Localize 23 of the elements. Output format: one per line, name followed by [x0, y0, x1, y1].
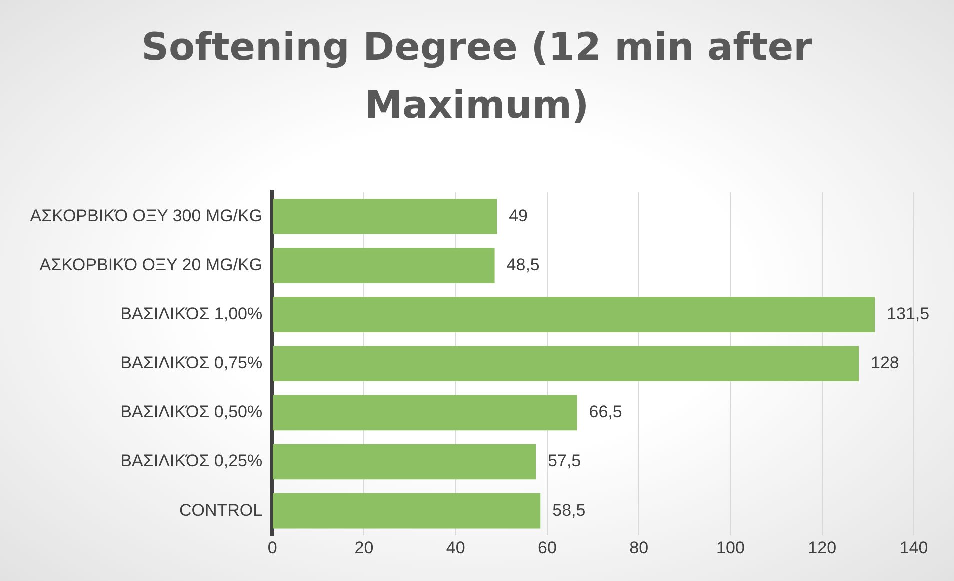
x-tick-label: 120 — [808, 538, 837, 558]
data-label: 48,5 — [506, 255, 540, 274]
x-tick-label: 60 — [538, 538, 557, 558]
x-tick-label: 80 — [630, 538, 649, 558]
data-label: 66,5 — [589, 402, 622, 422]
chart-title: Softening Degree (12 min after Maximum) — [140, 24, 814, 129]
x-tick-label: 0 — [268, 538, 278, 558]
y-tick-label: ΑΣΚΟΡΒΙΚΌ ΟΞΥ 300 MG/KG — [30, 206, 263, 226]
data-label: 131,5 — [887, 304, 930, 324]
data-label: 49 — [509, 206, 528, 226]
data-label: 57,5 — [548, 452, 582, 471]
y-tick-label: ΒΑΣΙΛΙΚΌΣ 0,25% — [120, 452, 263, 471]
y-tick-label: ΑΣΚΟΡΒΙΚΌ ΟΞΥ 20 MG/KG — [40, 255, 263, 274]
x-tick-label: 20 — [354, 538, 374, 558]
y-tick-label: ΒΑΣΙΛΙΚΌΣ 0,50% — [120, 402, 263, 422]
x-tick-label: 140 — [900, 538, 928, 558]
data-label: 58,5 — [552, 500, 586, 520]
x-tick-label: 100 — [716, 538, 745, 558]
x-tick-label: 40 — [446, 538, 466, 558]
data-label: 128 — [871, 354, 900, 373]
y-tick-label: ΒΑΣΙΛΙΚΌΣ 0,75% — [120, 354, 263, 373]
y-tick-label: ΒΑΣΙΛΙΚΌΣ 1,00% — [120, 304, 263, 324]
y-tick-label: CONTROL — [179, 500, 263, 520]
